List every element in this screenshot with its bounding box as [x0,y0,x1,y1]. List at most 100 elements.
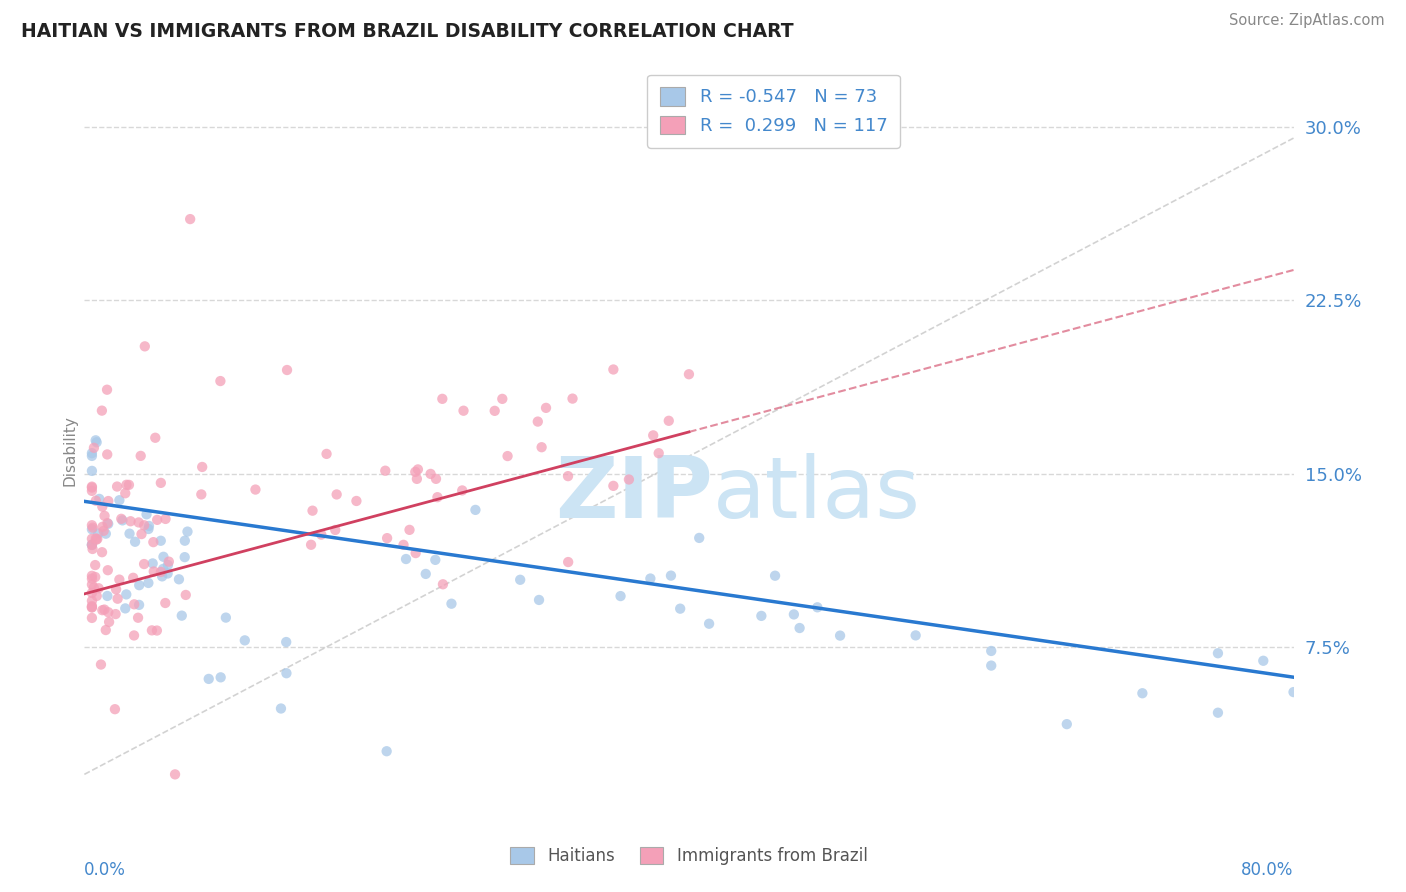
Point [80,522,103,536]
Point [127,611,149,625]
Point [697,616,720,631]
Point [94,526,117,541]
Point [980,658,1002,673]
Point [669,601,692,615]
Point [375,744,398,758]
Point [80,611,103,625]
Point [174,588,197,602]
Point [527,415,550,429]
Point [105,479,128,493]
Point [80,569,103,583]
Point [783,607,806,622]
Point [215,610,238,624]
Point [84,434,107,448]
Point [84,558,107,572]
Point [118,526,141,541]
Point [392,538,415,552]
Point [156,566,179,581]
Point [426,490,449,504]
Point [432,577,454,591]
Point [557,469,579,483]
Point [176,524,198,539]
Point [87,581,110,595]
Point [128,578,150,592]
Point [406,472,429,486]
Point [658,414,681,428]
Point [190,487,212,501]
Point [346,494,368,508]
Point [167,572,190,586]
Point [96,447,118,461]
Point [87,526,110,541]
Point [374,464,396,478]
Point [104,607,127,621]
Point [80,600,103,615]
Point [419,467,441,481]
Point [527,593,550,607]
Point [659,568,682,582]
Point [118,478,141,492]
Point [132,557,155,571]
Point [276,635,298,649]
Point [432,392,454,406]
Point [149,565,172,579]
Point [93,524,115,538]
Text: HAITIAN VS IMMIGRANTS FROM BRAZIL DISABILITY CORRELATION CHART: HAITIAN VS IMMIGRANTS FROM BRAZIL DISABI… [21,22,794,41]
Point [142,565,165,579]
Point [276,363,298,377]
Point [142,557,165,571]
Point [96,589,118,603]
Point [1206,646,1229,660]
Point [93,508,115,523]
Point [104,702,127,716]
Point [299,538,322,552]
Point [763,568,786,582]
Point [245,483,267,497]
Point [114,486,136,500]
Point [146,624,169,638]
Point [149,533,172,548]
Point [311,527,333,541]
Point [122,628,145,642]
Point [80,481,103,495]
Text: atlas: atlas [713,453,921,536]
Point [115,587,138,601]
Point [152,549,174,564]
Point [491,392,513,406]
Point [93,602,115,616]
Point [108,493,131,508]
Point [80,518,103,533]
Point [1282,685,1305,699]
Point [134,339,156,353]
Point [146,513,169,527]
Point [86,589,108,603]
Point [150,569,173,583]
Point [509,573,531,587]
Point [1206,706,1229,720]
Point [80,446,103,460]
Point [84,493,107,508]
Point [149,475,172,490]
Point [138,519,160,533]
Point [142,535,165,549]
Point [496,449,519,463]
Point [122,571,145,585]
Point [530,440,553,454]
Point [179,212,201,227]
Point [806,600,828,615]
Point [1130,686,1153,700]
Point [557,555,579,569]
Point [315,447,337,461]
Point [173,533,195,548]
Point [84,570,107,584]
Point [165,767,187,781]
Point [114,601,136,615]
Point [440,597,463,611]
Text: 0.0%: 0.0% [84,862,127,880]
Point [80,538,103,552]
Point [111,513,134,527]
Point [602,362,624,376]
Point [138,522,160,536]
Point [141,624,163,638]
Point [107,591,129,606]
